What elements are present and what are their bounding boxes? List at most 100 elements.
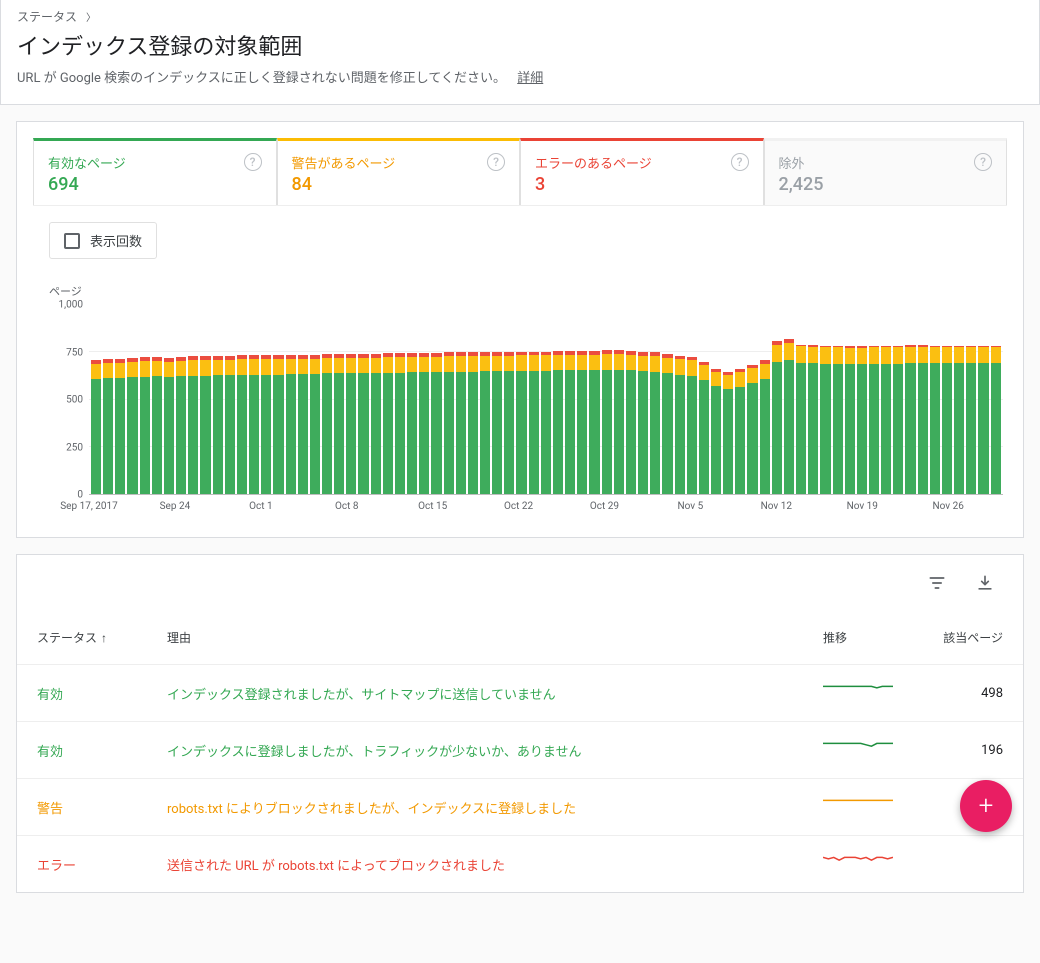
bar[interactable]	[310, 305, 320, 494]
bar[interactable]	[371, 305, 381, 494]
bar[interactable]	[638, 305, 648, 494]
bar[interactable]	[103, 305, 113, 494]
bar[interactable]	[127, 305, 137, 494]
bar[interactable]	[261, 305, 271, 494]
tab-warning[interactable]: 警告があるページ84?	[277, 138, 521, 205]
bar[interactable]	[286, 305, 296, 494]
bar[interactable]	[942, 305, 952, 494]
bar[interactable]	[565, 305, 575, 494]
bar[interactable]	[200, 305, 210, 494]
bar[interactable]	[480, 305, 490, 494]
bar[interactable]	[966, 305, 976, 494]
bar[interactable]	[772, 305, 782, 494]
bar[interactable]	[553, 305, 563, 494]
bar[interactable]	[954, 305, 964, 494]
bar[interactable]	[322, 305, 332, 494]
help-icon[interactable]: ?	[244, 153, 262, 171]
bar[interactable]	[431, 305, 441, 494]
bar[interactable]	[784, 305, 794, 494]
download-icon[interactable]	[975, 573, 995, 593]
col-reason[interactable]: 理由	[147, 611, 803, 665]
bar[interactable]	[516, 305, 526, 494]
tab-excluded[interactable]: 除外2,425?	[764, 138, 1008, 205]
table-toolbar	[17, 555, 1023, 611]
help-icon[interactable]: ?	[731, 153, 749, 171]
bar[interactable]	[833, 305, 843, 494]
bar[interactable]	[541, 305, 551, 494]
help-icon[interactable]: ?	[487, 153, 505, 171]
bar[interactable]	[650, 305, 660, 494]
bar[interactable]	[747, 305, 757, 494]
table-row[interactable]: 警告robots.txt によりブロックされましたが、インデックスに登録しました…	[17, 779, 1023, 836]
bar[interactable]	[978, 305, 988, 494]
table-row[interactable]: エラー送信された URL が robots.txt によってブロックされました	[17, 836, 1023, 893]
bar[interactable]	[176, 305, 186, 494]
bar[interactable]	[529, 305, 539, 494]
bar[interactable]	[140, 305, 150, 494]
bar[interactable]	[115, 305, 125, 494]
add-fab[interactable]: +	[960, 780, 1012, 832]
col-trend[interactable]: 推移	[803, 611, 913, 665]
bar[interactable]	[188, 305, 198, 494]
bar[interactable]	[456, 305, 466, 494]
bar[interactable]	[334, 305, 344, 494]
bar[interactable]	[687, 305, 697, 494]
bar[interactable]	[213, 305, 223, 494]
bar[interactable]	[881, 305, 891, 494]
bar[interactable]	[91, 305, 101, 494]
bar[interactable]	[857, 305, 867, 494]
impressions-toggle[interactable]: 表示回数	[49, 222, 157, 259]
bar[interactable]	[735, 305, 745, 494]
bar[interactable]	[614, 305, 624, 494]
bar[interactable]	[662, 305, 672, 494]
tab-valid[interactable]: 有効なページ694?	[33, 138, 277, 205]
bar[interactable]	[845, 305, 855, 494]
bar-seg-e	[310, 355, 320, 359]
bar[interactable]	[225, 305, 235, 494]
bar[interactable]	[237, 305, 247, 494]
bar[interactable]	[930, 305, 940, 494]
bar[interactable]	[492, 305, 502, 494]
bar[interactable]	[869, 305, 879, 494]
bar[interactable]	[711, 305, 721, 494]
col-status[interactable]: ステータス↑	[17, 611, 147, 665]
col-pages[interactable]: 該当ページ	[913, 611, 1023, 665]
bar[interactable]	[626, 305, 636, 494]
bar[interactable]	[383, 305, 393, 494]
bar[interactable]	[249, 305, 259, 494]
checkbox-icon[interactable]	[64, 233, 80, 249]
learn-more-link[interactable]: 詳細	[517, 71, 543, 86]
bar[interactable]	[918, 305, 928, 494]
bar[interactable]	[577, 305, 587, 494]
bar[interactable]	[164, 305, 174, 494]
bar[interactable]	[808, 305, 818, 494]
bar[interactable]	[796, 305, 806, 494]
bar[interactable]	[419, 305, 429, 494]
bar[interactable]	[723, 305, 733, 494]
bar[interactable]	[152, 305, 162, 494]
tab-error[interactable]: エラーのあるページ3?	[520, 138, 764, 205]
bar[interactable]	[905, 305, 915, 494]
bar[interactable]	[407, 305, 417, 494]
bar[interactable]	[395, 305, 405, 494]
bar[interactable]	[298, 305, 308, 494]
bar[interactable]	[893, 305, 903, 494]
bar[interactable]	[444, 305, 454, 494]
bar[interactable]	[760, 305, 770, 494]
bar[interactable]	[346, 305, 356, 494]
bar[interactable]	[991, 305, 1001, 494]
bar[interactable]	[273, 305, 283, 494]
table-row[interactable]: 有効インデックスに登録しましたが、トラフィックが少ないか、ありません196	[17, 722, 1023, 779]
bar[interactable]	[358, 305, 368, 494]
breadcrumb-parent[interactable]: ステータス	[17, 10, 77, 24]
bar[interactable]	[504, 305, 514, 494]
bar[interactable]	[589, 305, 599, 494]
help-icon[interactable]: ?	[974, 153, 992, 171]
filter-icon[interactable]	[927, 573, 947, 593]
bar[interactable]	[468, 305, 478, 494]
table-row[interactable]: 有効インデックス登録されましたが、サイトマップに送信していません498	[17, 665, 1023, 722]
bar[interactable]	[675, 305, 685, 494]
bar[interactable]	[820, 305, 830, 494]
bar[interactable]	[602, 305, 612, 494]
bar[interactable]	[699, 305, 709, 494]
